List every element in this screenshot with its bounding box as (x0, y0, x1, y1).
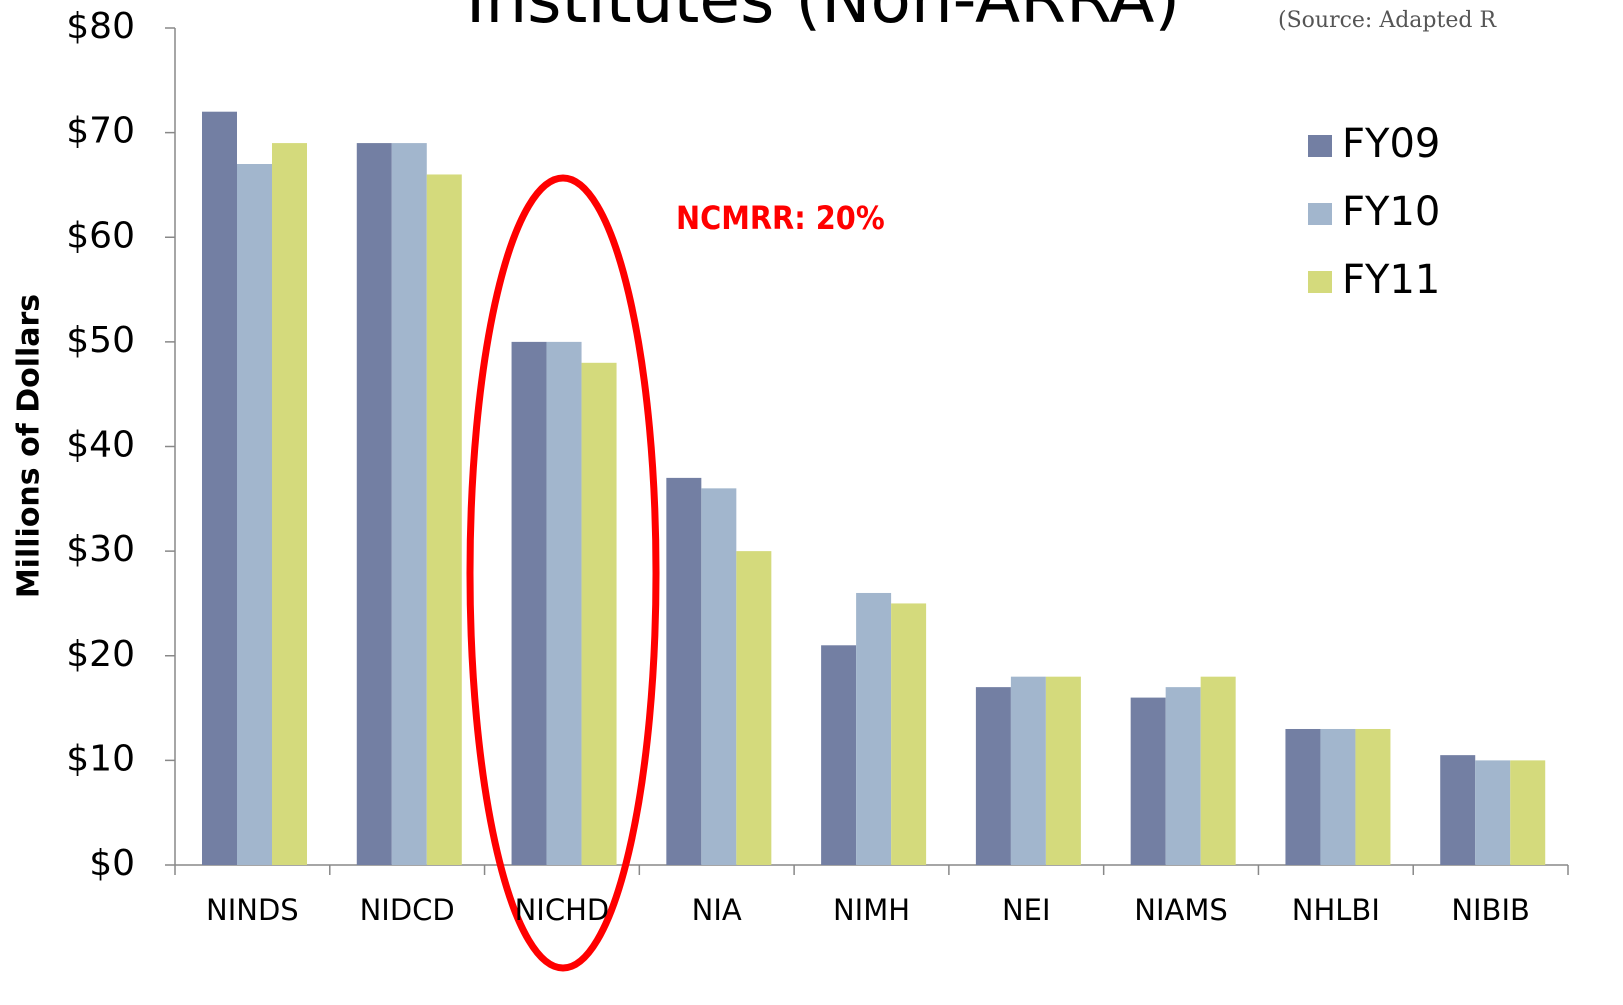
bar (856, 592, 892, 865)
x-tick-label: NIDCD (360, 893, 455, 927)
bar (426, 174, 462, 866)
bar (1165, 687, 1201, 865)
plot-area (202, 111, 1546, 866)
bar (821, 645, 857, 865)
bar (511, 341, 547, 865)
y-tick-label: $40 (66, 425, 135, 466)
bar (391, 143, 427, 865)
y-tick-label: $70 (66, 111, 135, 152)
bar (1200, 676, 1236, 865)
x-tick-label: NIA (692, 893, 742, 927)
bar (1045, 676, 1081, 865)
bar (666, 477, 702, 865)
bar (1440, 755, 1476, 865)
legend-swatch (1308, 203, 1332, 225)
legend-swatch (1308, 271, 1332, 293)
x-tick-label: NIBIB (1451, 893, 1530, 927)
bar (1285, 728, 1321, 865)
y-tick-label: $30 (66, 529, 135, 570)
x-tick-label: NINDS (206, 893, 299, 927)
bar (1475, 760, 1511, 865)
y-tick-label: $50 (66, 320, 135, 361)
bar (272, 143, 307, 865)
bar (736, 551, 772, 865)
x-tick-label: NIAMS (1134, 893, 1228, 927)
x-tick-label: NHLBI (1292, 893, 1380, 927)
y-axis-label: Millions of Dollars (12, 294, 47, 598)
bar (1355, 728, 1391, 865)
bar (237, 164, 272, 865)
bar (1010, 676, 1046, 865)
legend-label: FY11 (1342, 257, 1440, 303)
y-tick-label: $20 (66, 634, 135, 675)
y-tick-label: $60 (66, 215, 135, 256)
x-tick-label: NIMH (833, 893, 910, 927)
bar (1130, 697, 1166, 865)
bar (701, 488, 737, 865)
bar (202, 111, 237, 865)
bar (1510, 760, 1546, 865)
y-tick-label: $0 (89, 843, 135, 884)
bar (356, 143, 392, 865)
y-tick-label: $80 (66, 6, 135, 47)
legend-label: FY10 (1342, 189, 1440, 235)
legend-swatch (1308, 135, 1332, 157)
legend-label: FY09 (1342, 121, 1440, 167)
x-tick-label: NEI (1002, 893, 1051, 927)
bar (546, 341, 582, 865)
bar (581, 362, 617, 865)
annotation: NCMRR: 20% (676, 199, 885, 237)
x-tick-label: NICHD (515, 893, 610, 927)
bar (975, 687, 1011, 865)
bar (891, 603, 927, 865)
subtitle: (Source: Adapted R (1278, 8, 1497, 33)
bar (1320, 728, 1356, 865)
y-tick-label: $10 (66, 738, 135, 779)
chart-title: Institutes (Non-ARRA) (466, 0, 1180, 38)
highlight-ellipse (466, 174, 660, 972)
